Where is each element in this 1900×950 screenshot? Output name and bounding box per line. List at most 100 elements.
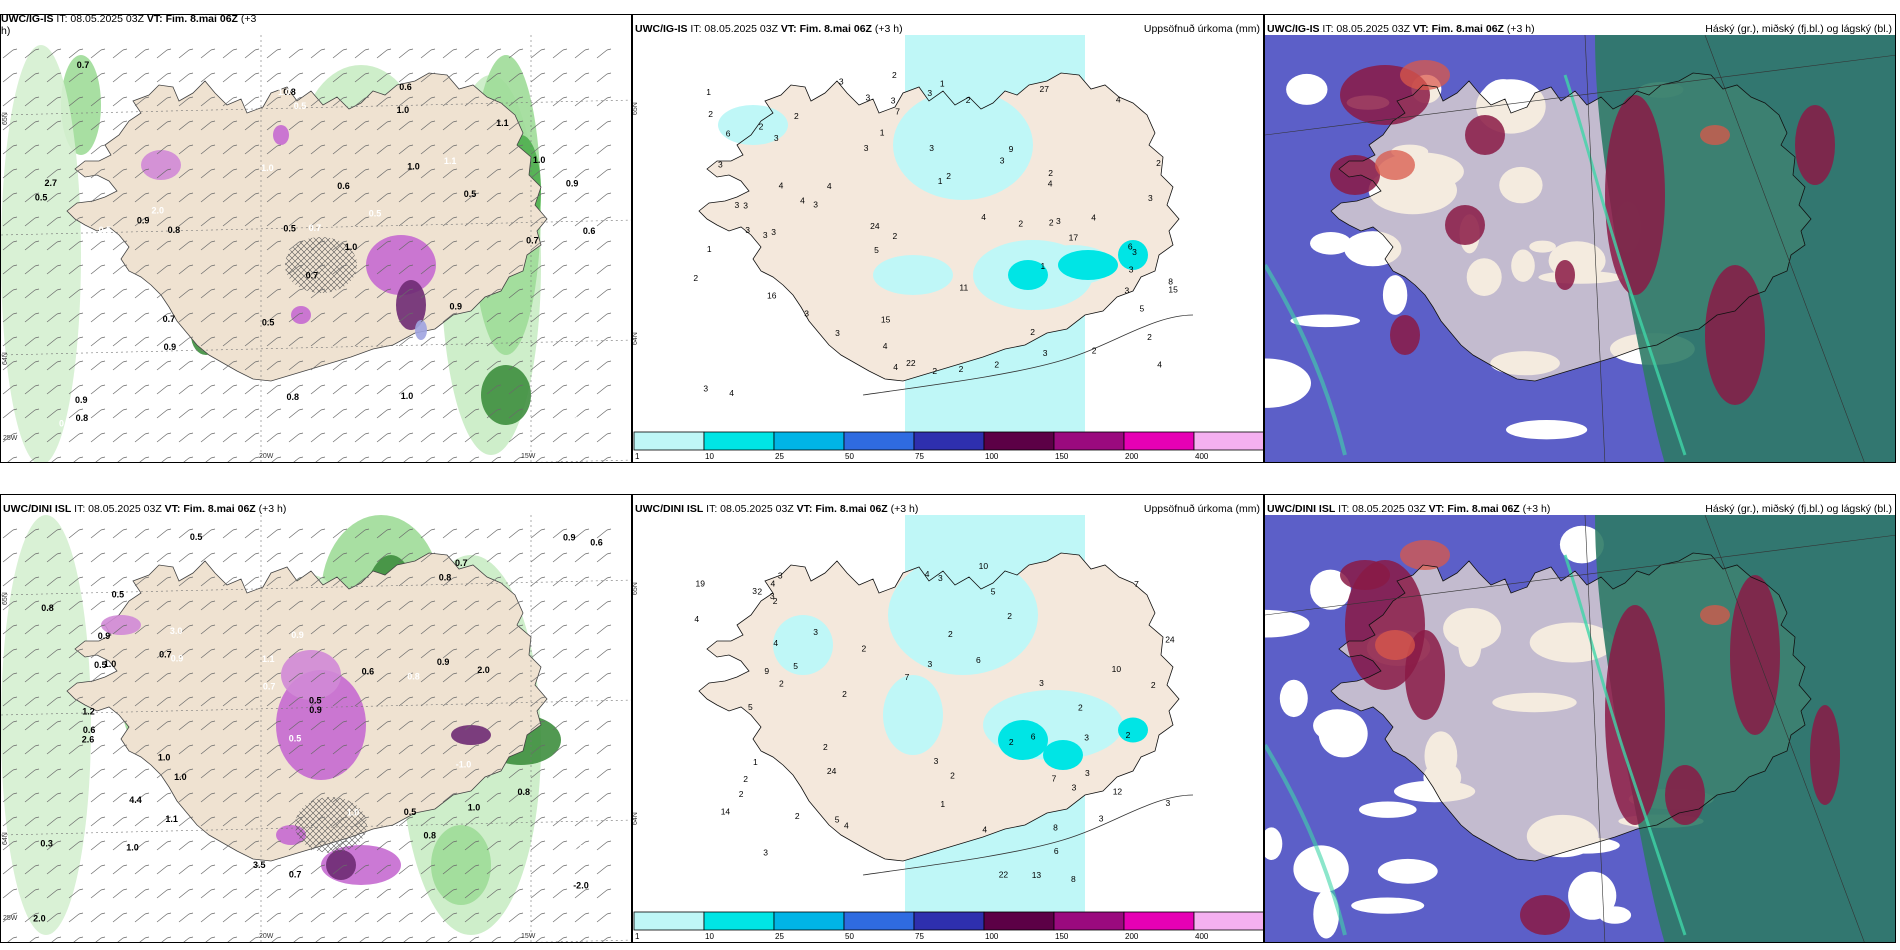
colorbar-swatch bbox=[1123, 911, 1195, 931]
precip-value-label: 15 bbox=[881, 315, 891, 325]
precip-value-label: 5 bbox=[748, 702, 753, 712]
isoline-label: 0.9 bbox=[164, 342, 177, 352]
precip-value-label: 3 bbox=[891, 95, 896, 105]
isoline-label: 0.8 bbox=[439, 572, 452, 582]
isoline-label: 0.8 bbox=[59, 418, 72, 428]
precip-value-label: 7 bbox=[1052, 774, 1057, 784]
panel-clouds-dini: UWC/DINI ISL IT: 08.05.2025 03Z VT: Fim.… bbox=[1264, 494, 1896, 943]
precip-value-label: 16 bbox=[767, 290, 777, 300]
axis-label: 15W bbox=[521, 933, 536, 940]
colorbar-tick: 75 bbox=[915, 932, 924, 941]
precip-value-label: 2 bbox=[795, 811, 800, 821]
colorbar-tick: 50 bbox=[845, 452, 854, 461]
isoline-label: 0.7 bbox=[563, 650, 576, 660]
precip-value-label: 2 bbox=[950, 770, 955, 780]
isoline-label: 0.9 bbox=[309, 705, 322, 715]
colorbar-tick: 1 bbox=[635, 452, 640, 461]
isoline-label: 0.8 bbox=[572, 844, 585, 854]
isoline-label: 2.0 bbox=[152, 206, 165, 216]
isoline-label: -1.0 bbox=[456, 759, 472, 769]
precip-value-label: 3 bbox=[864, 143, 869, 153]
precip-value-label: 1 bbox=[940, 79, 945, 89]
precip-value-label: 3 bbox=[934, 756, 939, 766]
colorbar-tick: 150 bbox=[1055, 452, 1069, 461]
precip-value-label: 2 bbox=[1147, 332, 1152, 342]
colorbar-tick: 100 bbox=[985, 932, 999, 941]
precip-value-label: 3 bbox=[1043, 348, 1048, 358]
precip-value-label: 8 bbox=[1168, 277, 1173, 287]
precip-value-label: 3 bbox=[735, 200, 740, 210]
axis-label: 64N bbox=[2, 352, 9, 365]
precip-value-label: 2 bbox=[693, 273, 698, 283]
colorbar-tick: 200 bbox=[1125, 452, 1139, 461]
isoline-label: 0.5 bbox=[294, 101, 307, 111]
isoline-label: 0.6 bbox=[337, 181, 350, 191]
precip-value-label: 3 bbox=[1132, 247, 1137, 257]
colorbar-swatch bbox=[633, 431, 705, 451]
colorbar-tick: 75 bbox=[915, 452, 924, 461]
cloud-cover-map bbox=[1265, 495, 1895, 942]
isoline-label: 0.6 bbox=[590, 538, 603, 548]
colorbar-tick: 25 bbox=[775, 452, 784, 461]
isoline-label: 0.6 bbox=[399, 82, 412, 92]
isoline-label: 0.9 bbox=[450, 302, 463, 312]
precip-value-label: 2 bbox=[779, 678, 784, 688]
panel-wind-precip-dini: UWC/DINI ISL IT: 08.05.2025 03Z VT: Fim.… bbox=[0, 494, 632, 943]
precip-value-label: 3 bbox=[774, 133, 779, 143]
precip-value-label: 2 bbox=[1126, 730, 1131, 740]
isoline-label: 1.0 bbox=[261, 163, 274, 173]
precip-value-label: 2 bbox=[743, 774, 748, 784]
colorbar-swatch bbox=[633, 911, 705, 931]
isoline-label: 0.6 bbox=[583, 226, 596, 236]
precip-value-label: 3 bbox=[929, 143, 934, 153]
precip-value-label: 7 bbox=[1134, 579, 1139, 589]
precip-value-label: 4 bbox=[729, 388, 734, 398]
axis-label: 65N bbox=[2, 112, 9, 125]
panel-title: UWC/DINI ISL IT: 08.05.2025 03Z VT: Fim.… bbox=[3, 503, 287, 515]
precip-value-label: 19 bbox=[696, 579, 706, 589]
isoline-label: 1.0 bbox=[397, 105, 410, 115]
precip-value-label: 7 bbox=[905, 672, 910, 682]
precip-value-label: 5 bbox=[793, 661, 798, 671]
isoline-label: 0.7 bbox=[309, 223, 322, 233]
precip-value-label: 2 bbox=[1151, 680, 1156, 690]
axis-label: 25W bbox=[3, 915, 18, 922]
precip-value-label: 8 bbox=[1071, 874, 1076, 884]
isoline-label: 0.9 bbox=[563, 533, 576, 543]
isoline-label: 0.8 bbox=[424, 831, 437, 841]
isoline-label: 1.1 bbox=[573, 414, 586, 424]
colorbar-swatch bbox=[1053, 431, 1125, 451]
precip-value-label: 3 bbox=[703, 384, 708, 394]
isoline-label: 0.9 bbox=[171, 654, 184, 664]
precip-value-label: 3 bbox=[1072, 782, 1077, 792]
precip-value-label: 22 bbox=[906, 358, 916, 368]
isoline-label: 0.7 bbox=[526, 236, 539, 246]
isoline-label: 2.0 bbox=[477, 665, 490, 675]
precip-value-label: 3 bbox=[1148, 193, 1153, 203]
colorbar-tick: 25 bbox=[775, 932, 784, 941]
panel-subtitle: Uppsöfnuð úrkoma (mm) bbox=[1143, 503, 1260, 515]
precip-value-label: 2 bbox=[893, 231, 898, 241]
isoline-label: 1.0 bbox=[407, 162, 420, 172]
isoline-label: 0.5 bbox=[190, 532, 203, 542]
precip-value-label: 8 bbox=[1053, 823, 1058, 833]
panel-subtitle: Uppsöfnuð úrkoma (mm) bbox=[1143, 23, 1260, 35]
precip-value-label: 6 bbox=[1054, 846, 1059, 856]
precip-value-label: 2 bbox=[759, 121, 764, 131]
axis-label: 20W bbox=[259, 453, 274, 460]
isoline-label: 3.5 bbox=[253, 860, 266, 870]
isoline-label: 1.1 bbox=[444, 156, 457, 166]
precip-value-label: 24 bbox=[827, 766, 837, 776]
precip-value-label: 3 bbox=[866, 93, 871, 103]
colorbar-swatch bbox=[843, 911, 915, 931]
isoline-label: 0.9 bbox=[75, 395, 88, 405]
panel-title: UWC/DINI ISL IT: 08.05.2025 03Z VT: Fim.… bbox=[1267, 503, 1551, 515]
precip-value-label: 6 bbox=[1031, 731, 1036, 741]
precip-value-label: 3 bbox=[1099, 814, 1104, 824]
colorbar-swatch bbox=[703, 431, 775, 451]
precip-value-label: 3 bbox=[1085, 768, 1090, 778]
precip-value-label: 2 bbox=[994, 360, 999, 370]
precip-value-label: 3 bbox=[835, 328, 840, 338]
